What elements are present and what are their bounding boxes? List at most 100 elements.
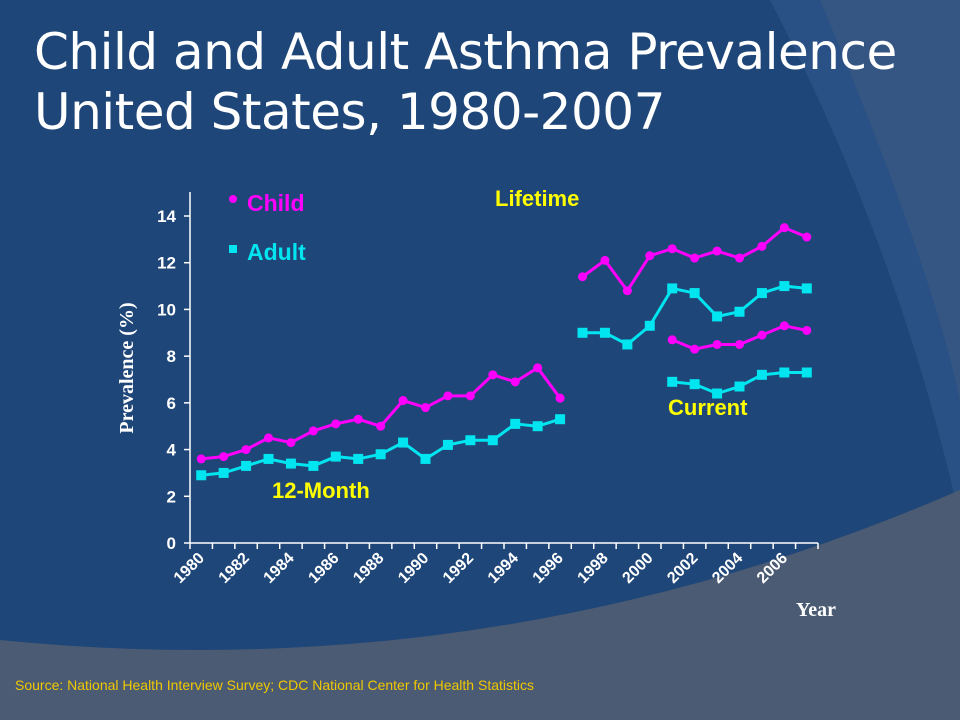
data-point-child xyxy=(667,335,677,345)
data-point-adult xyxy=(510,418,521,429)
data-point-adult xyxy=(712,388,723,399)
annotation-current: Current xyxy=(668,395,748,420)
source-note: Source: National Health Interview Survey… xyxy=(15,677,534,693)
data-point-child xyxy=(488,370,498,380)
data-point-adult xyxy=(487,435,498,446)
data-point-adult xyxy=(375,449,386,460)
data-point-adult xyxy=(644,320,655,331)
data-point-child xyxy=(735,253,744,263)
x-tick-label: 1990 xyxy=(395,550,432,587)
data-point-child xyxy=(286,438,296,448)
x-tick-label: 1992 xyxy=(440,550,477,587)
y-tick-label: 8 xyxy=(167,347,176,366)
data-point-child xyxy=(196,454,206,464)
data-point-adult xyxy=(353,453,364,464)
series-line-child-12-month xyxy=(201,365,562,461)
data-point-child xyxy=(465,391,475,401)
x-tick-label: 1982 xyxy=(216,550,253,587)
data-point-child xyxy=(308,426,318,436)
x-tick-label: 1994 xyxy=(485,550,522,587)
data-point-adult xyxy=(667,283,678,294)
data-point-adult xyxy=(779,281,790,292)
data-point-child xyxy=(376,421,386,431)
x-tick-label: 1986 xyxy=(305,550,342,587)
x-tick-label: 2000 xyxy=(619,550,656,587)
data-point-child xyxy=(712,246,722,256)
y-axis-label: Prevalence (%) xyxy=(116,302,138,433)
legend-label-adult: Adult xyxy=(247,239,306,265)
background-arc-bottom xyxy=(0,490,960,720)
data-point-child xyxy=(667,244,677,254)
data-point-child xyxy=(219,452,229,462)
data-point-adult xyxy=(577,327,588,338)
data-point-child xyxy=(398,396,408,406)
legend-marker-child xyxy=(229,195,237,203)
annotation-12-month: 12-Month xyxy=(272,478,370,503)
x-tick-label: 1980 xyxy=(171,550,208,587)
x-tick-label: 2002 xyxy=(664,550,701,587)
data-point-adult xyxy=(801,283,812,294)
x-tick-label: 1984 xyxy=(261,550,298,587)
data-point-adult xyxy=(555,414,566,425)
data-point-child xyxy=(645,251,655,261)
data-point-adult xyxy=(330,451,341,462)
data-point-adult xyxy=(689,379,700,390)
data-point-adult xyxy=(420,453,431,464)
y-tick-label: 4 xyxy=(167,441,177,460)
data-point-child xyxy=(331,419,341,429)
data-point-child xyxy=(510,377,520,387)
y-tick-label: 0 xyxy=(167,534,176,553)
data-point-child xyxy=(241,445,251,455)
y-tick-label: 12 xyxy=(157,254,176,273)
data-point-child xyxy=(735,339,744,349)
data-point-adult xyxy=(465,435,476,446)
data-point-adult xyxy=(712,311,723,322)
data-point-child xyxy=(555,393,565,403)
data-point-adult xyxy=(734,306,745,317)
data-point-adult xyxy=(779,367,790,378)
y-tick-label: 10 xyxy=(157,300,176,319)
data-point-adult xyxy=(308,460,319,471)
data-point-child xyxy=(802,325,812,335)
slide-title: Child and Adult Asthma Prevalence United… xyxy=(34,22,897,142)
data-point-adult xyxy=(689,288,700,299)
data-point-adult xyxy=(667,376,678,387)
data-point-child xyxy=(264,433,273,443)
data-point-adult xyxy=(622,339,633,350)
background-arc-top-inner xyxy=(820,0,960,400)
data-point-child xyxy=(421,403,430,413)
title-line-2: United States, 1980-2007 xyxy=(34,83,665,141)
data-point-adult xyxy=(599,327,610,338)
data-point-adult xyxy=(285,458,296,469)
y-tick-label: 2 xyxy=(167,487,176,506)
data-point-child xyxy=(622,286,632,296)
data-point-child xyxy=(802,232,812,242)
data-point-child xyxy=(533,363,543,373)
data-point-child xyxy=(757,241,767,251)
data-point-adult xyxy=(532,421,543,432)
data-point-child xyxy=(690,253,700,263)
data-point-adult xyxy=(196,470,207,481)
data-point-child xyxy=(690,344,700,354)
data-point-adult xyxy=(801,367,812,378)
data-point-adult xyxy=(734,381,745,392)
data-point-child xyxy=(600,255,610,265)
y-tick-label: 6 xyxy=(167,394,176,413)
x-tick-label: 1988 xyxy=(350,550,387,587)
legend-marker-adult xyxy=(229,245,237,253)
title-line-1: Child and Adult Asthma Prevalence xyxy=(34,23,897,81)
data-point-adult xyxy=(398,437,409,448)
data-point-adult xyxy=(218,467,229,478)
data-point-child xyxy=(779,223,789,233)
data-point-adult xyxy=(442,439,453,450)
data-point-child xyxy=(779,321,789,331)
data-point-adult xyxy=(241,460,252,471)
legend-label-child: Child xyxy=(247,190,305,216)
x-tick-label: 1996 xyxy=(530,550,567,587)
data-point-adult xyxy=(756,288,767,299)
data-point-child xyxy=(443,391,453,401)
data-point-child xyxy=(757,330,767,340)
x-axis-label: Year xyxy=(796,599,836,621)
x-tick-label: 2004 xyxy=(709,550,746,587)
